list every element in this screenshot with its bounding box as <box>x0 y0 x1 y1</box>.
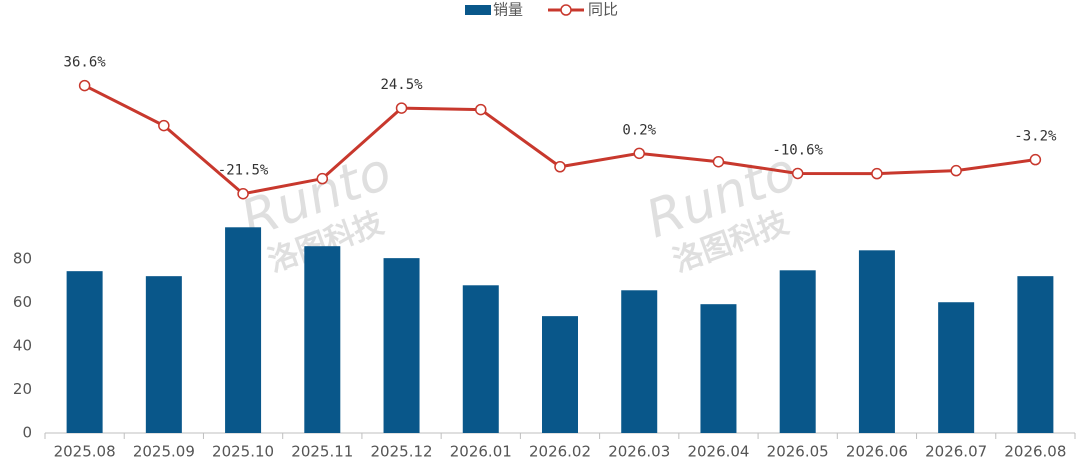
bar <box>621 290 658 433</box>
line-marker <box>712 155 725 168</box>
x-tick-label: 2026.07 <box>925 443 987 461</box>
data-label: -21.5% <box>218 163 269 179</box>
bar <box>225 227 262 433</box>
x-tick-label: 2026.05 <box>767 443 829 461</box>
bar <box>462 285 499 433</box>
x-tick-label: 2025.12 <box>371 443 433 461</box>
y-tick-label: 80 <box>13 250 32 268</box>
y-tick-label: 0 <box>22 424 32 442</box>
line-marker <box>475 103 487 116</box>
x-tick-label: 2026.03 <box>608 443 670 461</box>
x-tick-label: 2026.02 <box>529 443 591 461</box>
bar <box>304 246 341 433</box>
x-tick-label: 2025.10 <box>212 443 274 461</box>
bar <box>66 271 103 433</box>
bar <box>145 276 182 433</box>
data-label: -3.2% <box>1014 129 1057 145</box>
bar <box>1017 276 1054 433</box>
line-marker <box>950 164 962 177</box>
x-tick-label: 2026.04 <box>687 443 749 461</box>
legend: 销量 同比 <box>465 1 618 19</box>
line-marker <box>791 167 804 180</box>
x-tick-label: 2025.11 <box>291 443 353 461</box>
data-label: 24.5% <box>380 77 423 93</box>
legend-label: 同比 <box>588 1 618 19</box>
line-marker <box>395 102 408 114</box>
line-marker <box>316 172 329 185</box>
x-tick-label: 2026.06 <box>846 443 908 461</box>
line-marker <box>78 79 91 92</box>
legend-swatch <box>465 5 491 15</box>
bar <box>779 270 816 433</box>
line-marker <box>237 187 249 200</box>
bar <box>700 304 737 433</box>
y-tick-label: 20 <box>13 380 32 398</box>
data-label: 36.6% <box>64 55 107 71</box>
x-tick-label: 2026.08 <box>1004 443 1066 461</box>
bar <box>542 316 578 433</box>
data-label: -10.6% <box>772 142 823 158</box>
line-marker <box>633 147 645 160</box>
legend-label: 销量 <box>493 1 523 19</box>
bar <box>938 302 975 433</box>
line-marker <box>1029 153 1042 166</box>
x-tick-label: 2025.09 <box>133 443 195 461</box>
data-label: 0.2% <box>622 122 656 138</box>
x-tick-label: 2025.08 <box>54 443 116 461</box>
line-marker <box>554 160 566 173</box>
line-marker <box>158 119 170 132</box>
bar <box>858 250 895 433</box>
bar <box>383 258 420 433</box>
legend-swatch <box>560 4 572 16</box>
x-tick-label: 2026.01 <box>450 443 512 461</box>
y-tick-label: 60 <box>13 293 32 311</box>
line-marker <box>871 167 883 180</box>
y-tick-label: 40 <box>13 337 32 355</box>
